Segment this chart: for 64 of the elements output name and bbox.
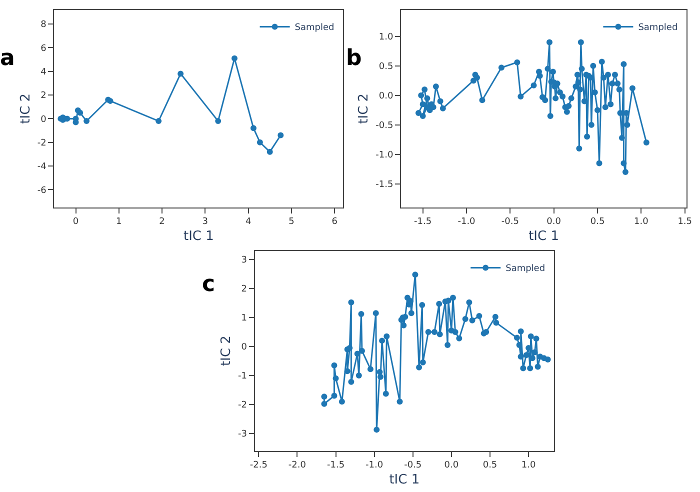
y-tick-label: 0 [40,114,47,125]
x-tick-label: 6 [332,217,338,228]
point [178,70,184,77]
y-tick-label: 4 [40,68,47,78]
x-tick-label: 2 [159,217,165,228]
y-tick-label: 8 [40,20,47,30]
y-tick-label: -3 [238,430,247,440]
y-tick-label: 0.0 [378,92,394,102]
y-tick-label: 2 [40,91,46,102]
x-tick-label: 0.5 [590,217,605,228]
x-tick-label: 3 [202,217,208,228]
point [266,148,273,155]
x-axis-title: tIC 1 [528,228,560,244]
x-tick-label: -1.0 [458,217,476,228]
x-tick-label: -2.5 [250,460,268,471]
x-tick-label: 0 [72,217,79,228]
point [77,110,84,116]
text: c [202,272,216,297]
x-tick-label: 1.0 [521,460,536,471]
y-tick-label: -0.5 [376,121,394,131]
y-tick-label: 2 [241,284,247,295]
x-tick-label: -0.5 [404,460,422,471]
x-tick-label: -0.5 [501,217,519,228]
point [232,55,238,62]
x-tick-label: 0.0 [546,217,562,228]
x-tick-label: 0.5 [482,460,498,471]
point [278,132,284,138]
x-tick-label: -2.0 [288,460,306,471]
y-tick-label: -1.5 [376,180,394,190]
y-tick-label: -2 [238,400,247,411]
x-axis-title: tIC 1 [389,472,420,488]
x-tick-label: 5 [288,217,294,228]
y-tick-label: -2 [37,138,46,149]
legend-label: Sampled [294,23,334,34]
y-axis-title: tIC 2 [218,336,234,366]
point [156,118,162,124]
y-tick-label: 1.0 [378,32,394,43]
x-tick-label: 1.5 [678,217,692,228]
x-tick-label: -1.5 [414,217,432,228]
y-tick-label: 6 [40,44,47,54]
point [84,118,90,124]
text: b [346,46,362,71]
y-tick-label: 0 [241,342,248,353]
y-tick-label: -1 [238,372,247,382]
y-tick-label: -6 [37,186,47,196]
legend-label: Sampled [638,23,678,34]
x-tick-label: 1 [116,217,122,228]
x-tick-label: -1.5 [326,460,345,471]
point [215,118,222,124]
y-tick-label: 1 [241,314,247,324]
x-axis-title: tIC 1 [183,228,214,244]
y-tick-label: -4 [37,162,47,172]
point [250,125,256,132]
y-axis-title: tIC 2 [356,93,372,124]
y-tick-label: 0.5 [378,62,394,72]
y-tick-label: 3 [241,256,247,266]
text: a [0,46,15,71]
x-tick-label: 0.0 [444,460,459,471]
x-tick-label: 1.0 [634,217,649,228]
legend-label: Sampled [506,264,546,274]
y-axis-title: tIC 2 [18,93,34,124]
x-tick-label: -1.0 [366,460,384,471]
y-tick-label: -1.0 [376,150,394,160]
point [256,139,263,146]
